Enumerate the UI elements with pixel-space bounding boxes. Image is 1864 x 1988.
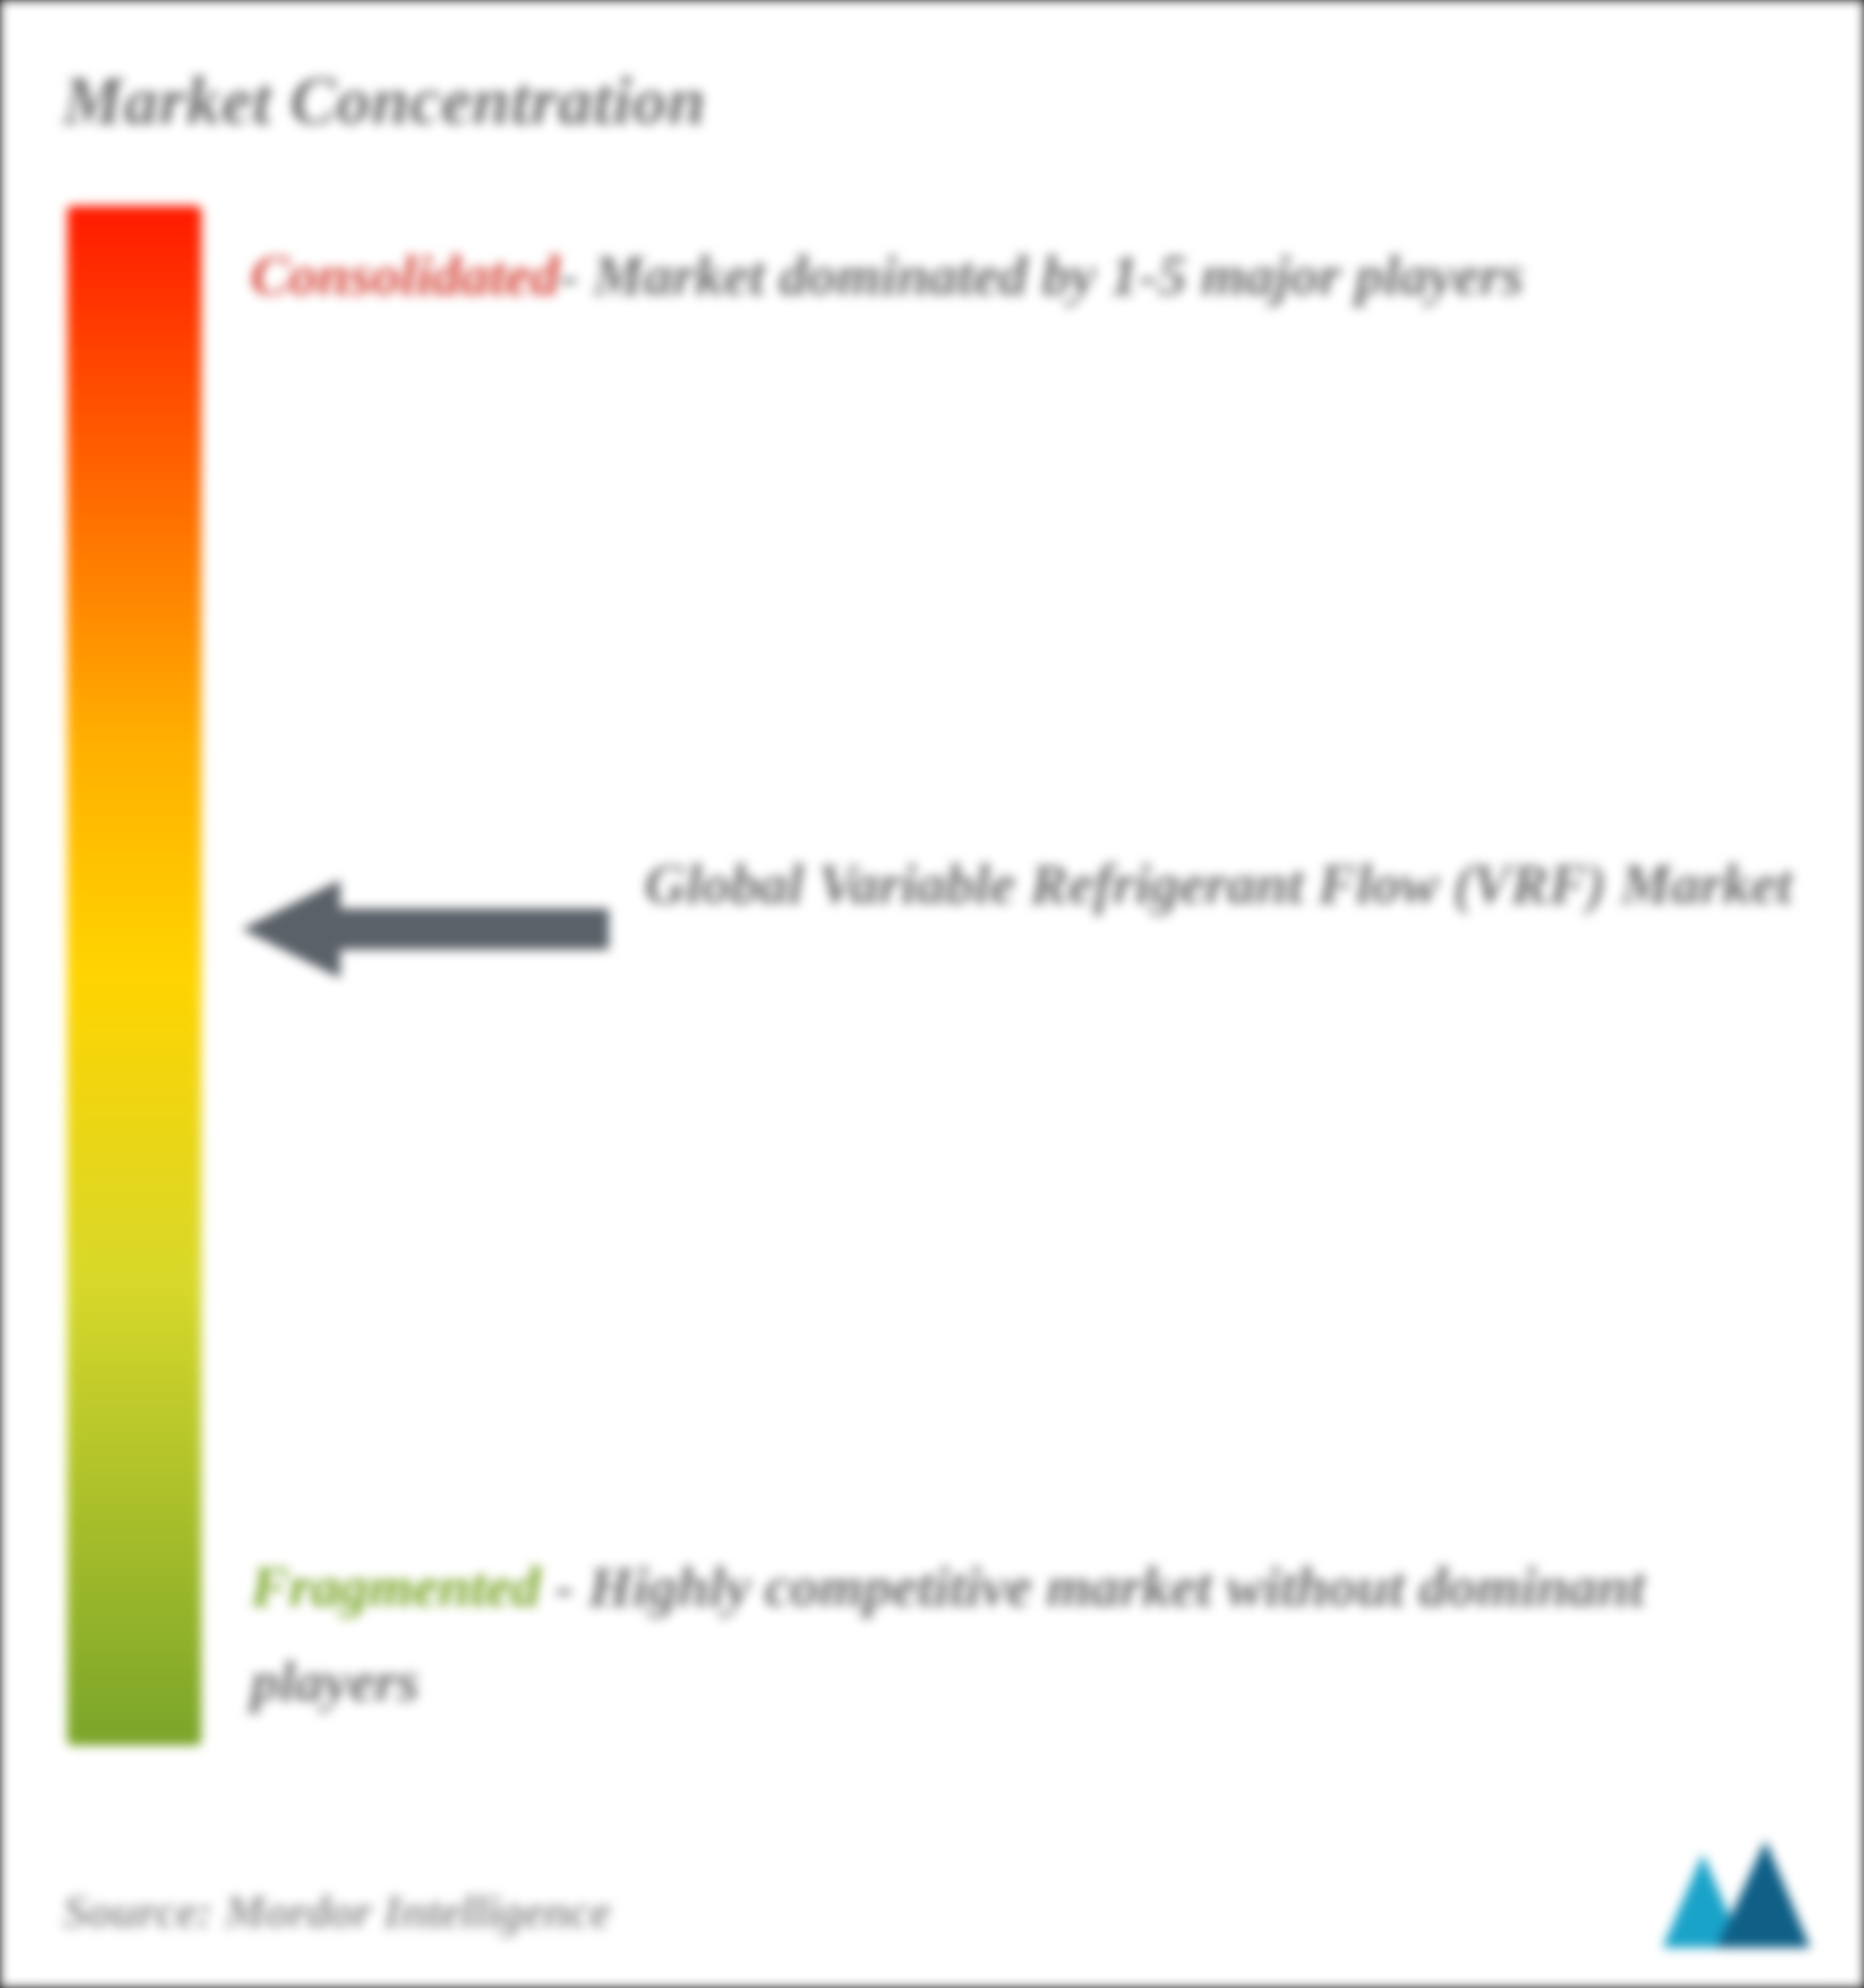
consolidated-label: Consolidated- Market dominated by 1-5 ma… — [251, 228, 1792, 323]
source-attribution: Source: Mordor Intelligence — [63, 1886, 611, 1939]
chart-title: Market Concentration — [63, 63, 706, 141]
fragmented-keyword: Fragmented — [251, 1555, 541, 1618]
logo-right-peak — [1716, 1840, 1810, 1948]
arrow-polygon — [242, 880, 609, 978]
consolidated-keyword: Consolidated — [251, 243, 560, 307]
infographic-card: Market Concentration Consolidated- Marke… — [0, 0, 1864, 1988]
brand-logo — [1654, 1836, 1815, 1952]
fragmented-label: Fragmented - Highly competitive market w… — [251, 1540, 1792, 1728]
concentration-gradient-bar — [67, 206, 201, 1745]
source-prefix: Source: — [63, 1887, 213, 1938]
market-name-label: Global Variable Refrigerant Flow (VRF) M… — [645, 840, 1792, 928]
consolidated-description: - Market dominated by 1-5 major players — [560, 243, 1524, 307]
source-value: Mordor Intelligence — [225, 1887, 611, 1938]
indicator-arrow — [242, 875, 609, 983]
